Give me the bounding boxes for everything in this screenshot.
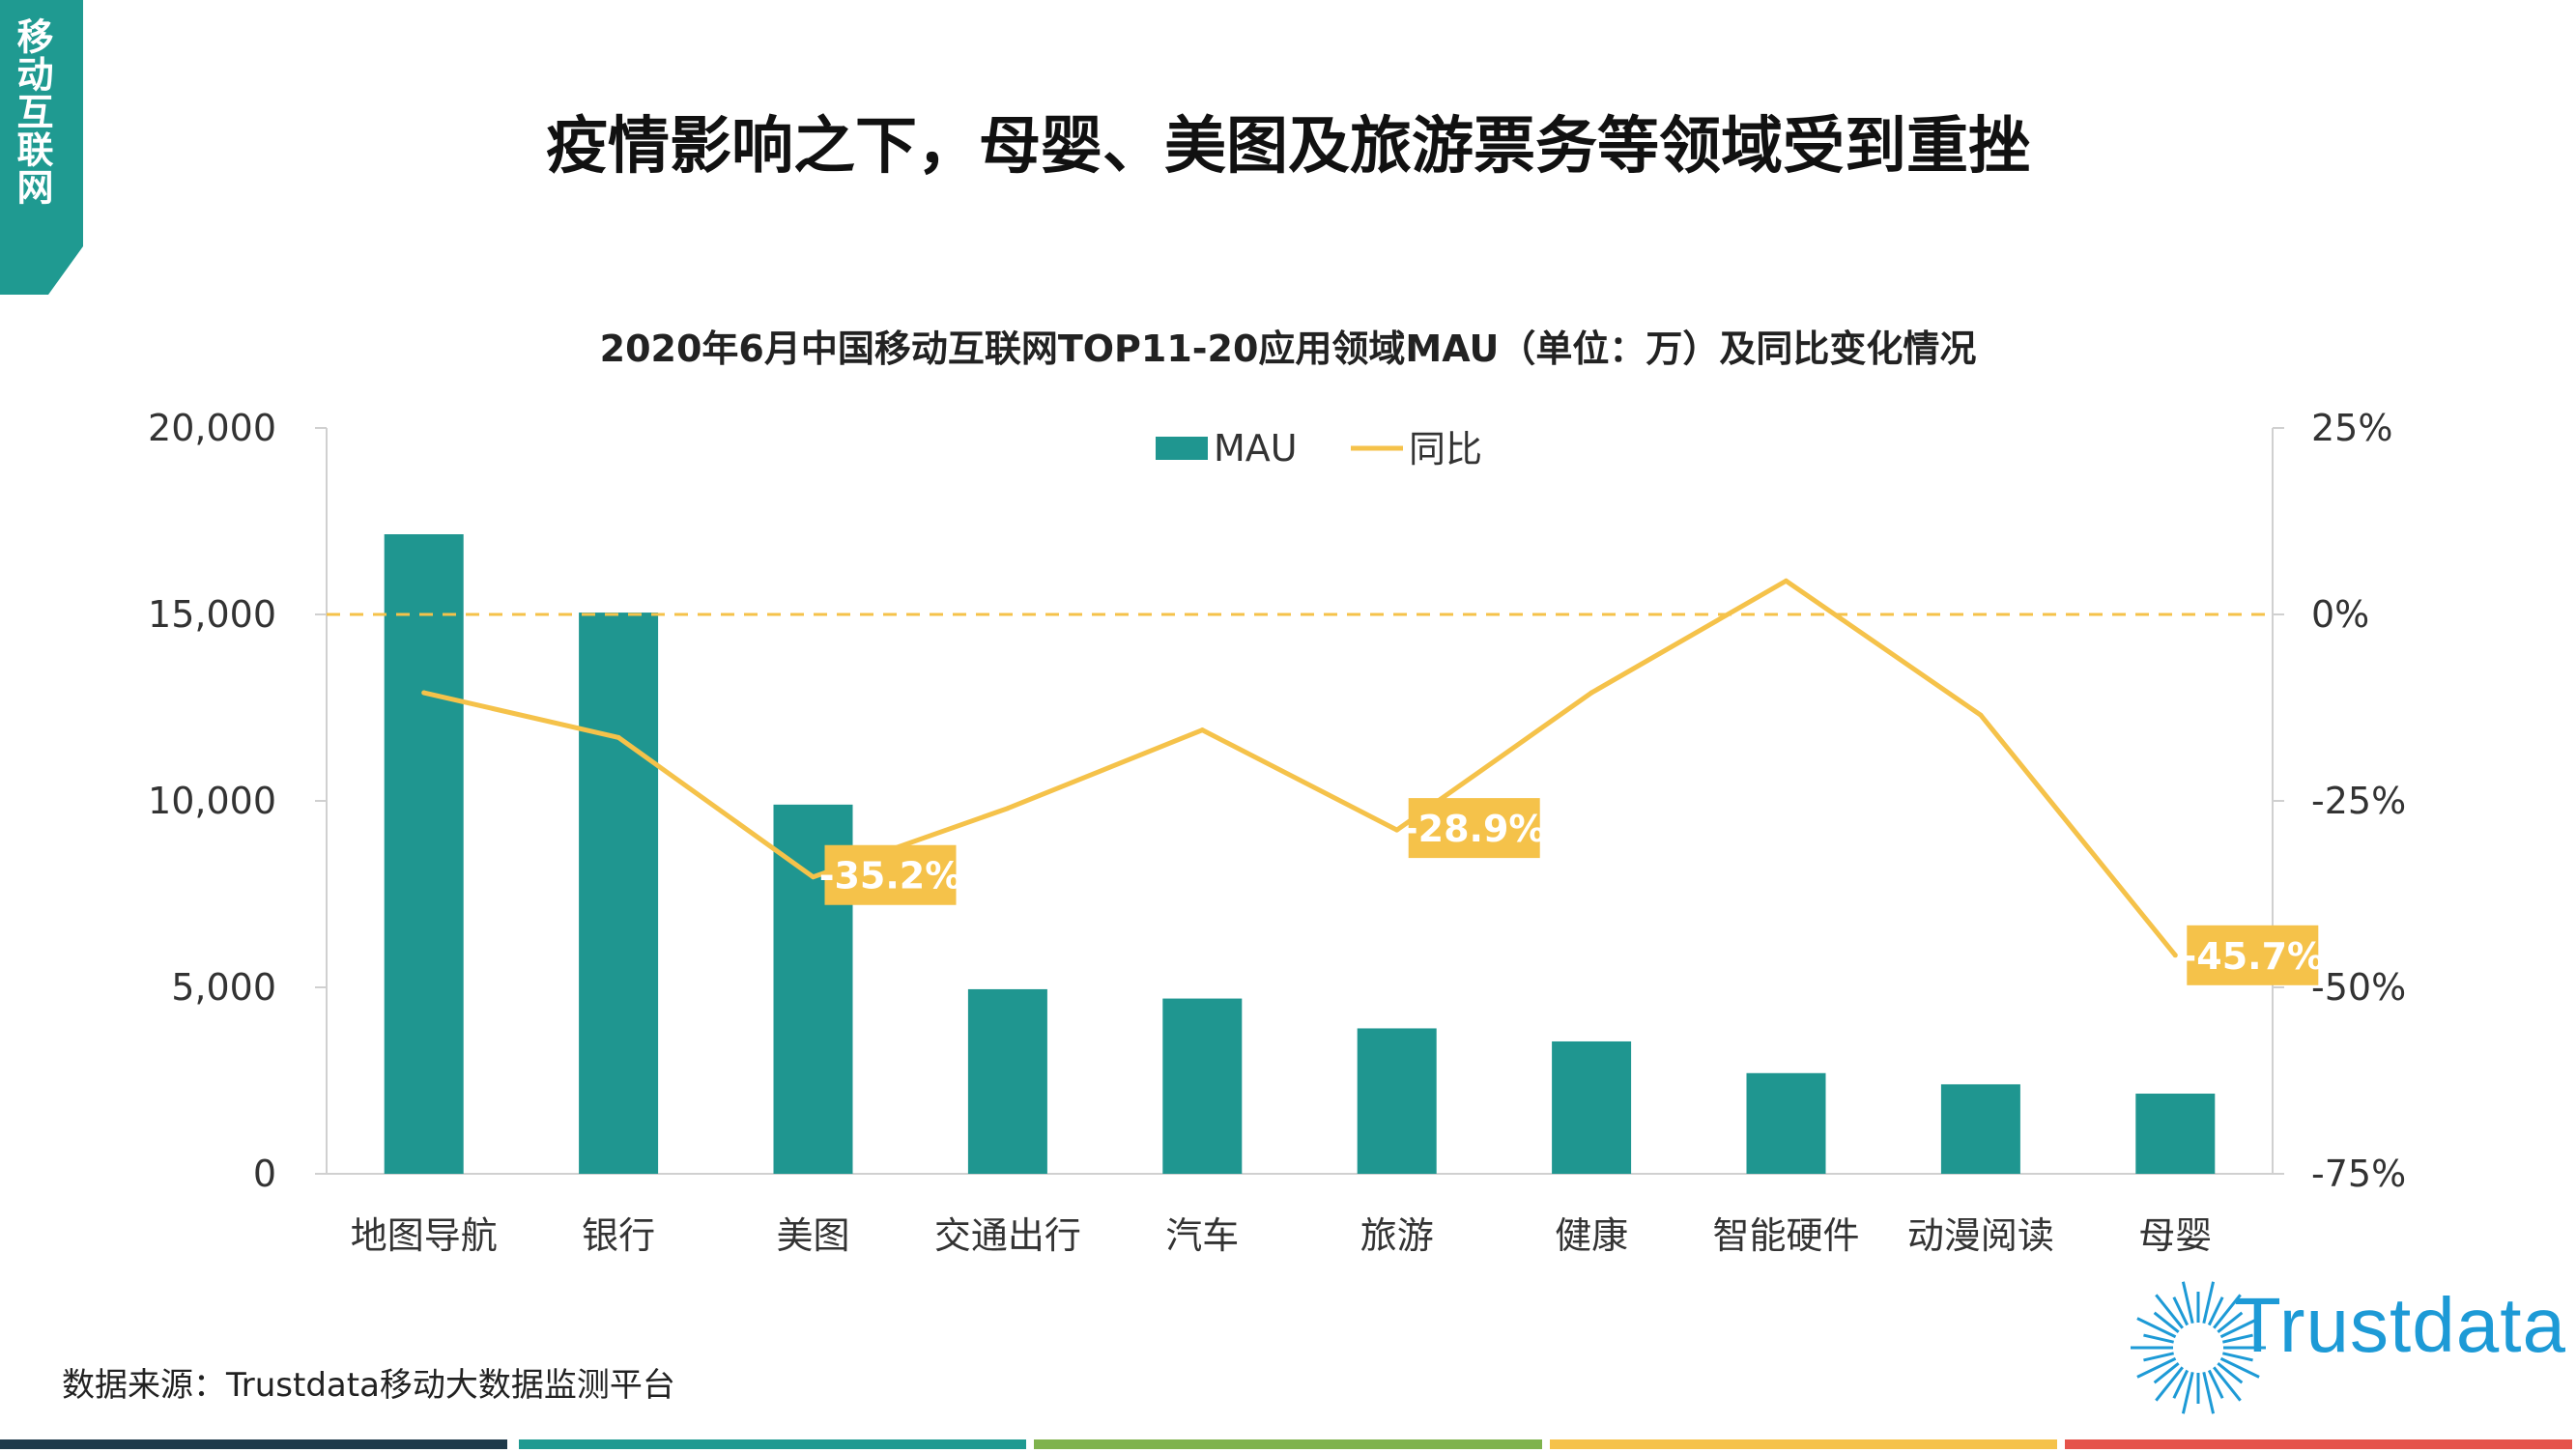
right-tick-label: 25% <box>2311 407 2392 449</box>
sunburst-ray <box>2181 1372 2194 1414</box>
x-tick-label: 汽车 <box>1165 1214 1239 1257</box>
sunburst-ray <box>2153 1311 2180 1333</box>
sunburst-ray <box>2202 1372 2216 1414</box>
yoy-point-旅游 <box>1394 827 1400 833</box>
x-tick-label: 健康 <box>1555 1214 1628 1257</box>
bar-旅游 <box>1357 1028 1437 1174</box>
sunburst-ray <box>2217 1362 2244 1384</box>
corner-tab: 移动互联网 <box>0 0 83 295</box>
stripe-segment <box>1034 1439 1542 1449</box>
yoy-point-汽车 <box>1199 727 1205 733</box>
chart-title: 2020年6月中国移动互联网TOP11-20应用领域MAU（单位：万）及同比变化… <box>600 328 1977 370</box>
yoy-point-智能硬件 <box>1784 578 1789 584</box>
right-tick-label: -75% <box>2311 1153 2406 1195</box>
yoy-line <box>423 578 2178 957</box>
data-label: -28.9% <box>1403 808 1546 850</box>
yoy-point-母婴 <box>2172 953 2178 958</box>
sunburst-ray <box>2172 1296 2190 1326</box>
bar-交通出行 <box>967 988 1047 1174</box>
data-label: -45.7% <box>2181 935 2324 978</box>
data-label-box <box>2187 925 2319 985</box>
yoy-point-美图 <box>811 874 816 880</box>
page-title: 疫情影响之下，母婴、美图及旅游票务等领域受到重挫 <box>546 111 2030 183</box>
x-tick-label: 地图导航 <box>351 1214 498 1257</box>
right-tick-label: -25% <box>2311 780 2406 822</box>
data-label: -35.2% <box>819 855 962 897</box>
sunburst-ray <box>2217 1311 2244 1333</box>
sunburst-ray <box>2136 1317 2177 1339</box>
x-tick-label: 动漫阅读 <box>1907 1214 2054 1257</box>
sunburst-ray <box>2136 1356 2177 1379</box>
yoy-point-地图导航 <box>421 690 427 696</box>
sunburst-ray <box>2202 1281 2216 1324</box>
sunburst-ray <box>2155 1294 2184 1329</box>
yoy-point-交通出行 <box>1005 806 1011 812</box>
sunburst-ray <box>2222 1333 2253 1344</box>
sunburst-ray <box>2143 1352 2174 1362</box>
x-tick-label: 美图 <box>776 1214 849 1257</box>
bar-动漫阅读 <box>1940 1084 2020 1174</box>
data-label-box <box>1408 798 1540 859</box>
x-tick-label: 旅游 <box>1360 1214 1434 1257</box>
left-tick-label: 5,000 <box>171 966 276 1009</box>
sunburst-icon <box>2131 1281 2266 1414</box>
sunburst-ray <box>2155 1366 2184 1402</box>
x-tick-label: 银行 <box>582 1214 655 1257</box>
sunburst-ray <box>2172 1369 2190 1399</box>
data-label-box <box>824 844 957 905</box>
logo-text: Trustdata <box>2234 1282 2566 1368</box>
bar-地图导航 <box>384 534 464 1174</box>
yoy-point-动漫阅读 <box>1978 712 1984 718</box>
stripe-segment <box>2064 1439 2572 1449</box>
legend-swatch-mau <box>1156 437 1208 460</box>
sunburst-ray <box>2143 1333 2174 1344</box>
x-tick-label: 交通出行 <box>934 1214 1081 1257</box>
source-note: 数据来源：Trustdata移动大数据监测平台 <box>62 1366 675 1405</box>
bar-银行 <box>579 613 659 1174</box>
sunburst-ray <box>2219 1317 2260 1339</box>
yoy-point-银行 <box>615 734 621 740</box>
legend-label-yoy: 同比 <box>1409 428 1482 470</box>
sunburst-ray <box>2181 1281 2194 1324</box>
left-tick-label: 10,000 <box>148 780 276 822</box>
stripe-segment <box>1549 1439 2057 1449</box>
left-tick-label: 0 <box>253 1153 276 1195</box>
left-tick-label: 15,000 <box>148 593 276 636</box>
right-tick-label: 0% <box>2311 593 2369 636</box>
bar-母婴 <box>2135 1094 2216 1174</box>
right-tick-label: -50% <box>2311 966 2406 1009</box>
bar-汽车 <box>1162 998 1243 1174</box>
sunburst-ray <box>2207 1369 2224 1399</box>
sunburst-ray <box>2213 1294 2242 1329</box>
sunburst-ray <box>2153 1362 2180 1384</box>
legend-label-mau: MAU <box>1214 427 1298 470</box>
sunburst-ray <box>2213 1366 2242 1402</box>
bar-健康 <box>1552 1040 1632 1174</box>
x-tick-label: 智能硬件 <box>1712 1214 1859 1257</box>
stripe-segment <box>0 1439 508 1449</box>
sunburst-ray <box>2207 1296 2224 1326</box>
bar-智能硬件 <box>1746 1072 1826 1174</box>
sunburst-ray <box>2219 1356 2260 1379</box>
corner-tab-text: 移动互联网 <box>11 17 53 206</box>
x-tick-label: 母婴 <box>2138 1214 2212 1257</box>
stripe-segment <box>519 1439 1027 1449</box>
yoy-point-健康 <box>1589 690 1594 696</box>
trustdata-logo: Trustdata <box>2126 1275 2565 1420</box>
left-tick-label: 20,000 <box>148 407 276 449</box>
sunburst-ray <box>2222 1352 2253 1362</box>
